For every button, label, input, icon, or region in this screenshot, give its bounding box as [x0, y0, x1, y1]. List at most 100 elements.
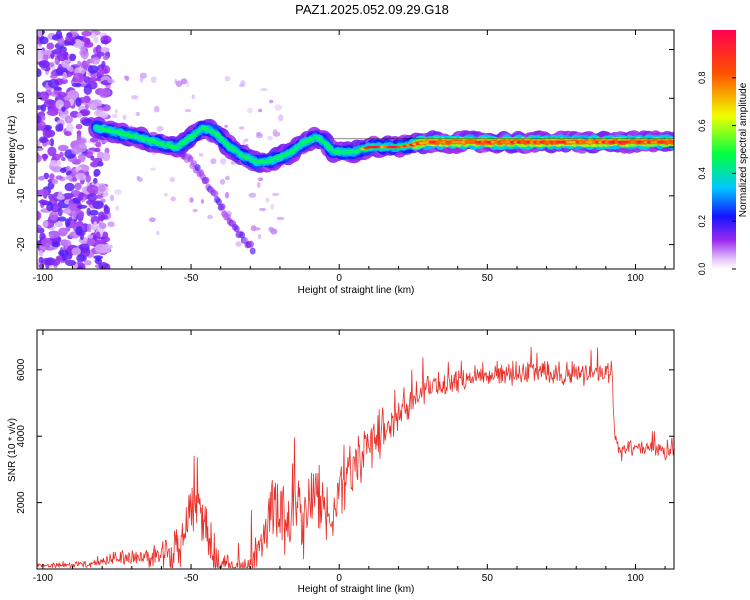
heatmap-cell — [68, 66, 74, 73]
heatmap-cell — [102, 231, 109, 239]
heatmap-cell — [220, 157, 227, 165]
heatmap-cell — [256, 182, 261, 188]
heatmap-cell — [107, 79, 115, 84]
snr-x-ticks: -100 -50 0 50 100 — [33, 330, 666, 584]
heatmap-cell — [235, 241, 242, 247]
heatmap-cell — [37, 30, 43, 38]
heatmap-cell — [219, 178, 226, 185]
heatmap-cell — [92, 159, 99, 165]
heatmap-cell — [58, 63, 63, 72]
heatmap-cell — [125, 75, 130, 81]
heatmap-cell — [93, 177, 98, 184]
heatmap-cell — [256, 131, 262, 136]
heatmap-cell — [65, 175, 73, 180]
heatmap-cell — [55, 30, 63, 40]
heatmap-cell — [260, 88, 268, 91]
heatmap-cell — [75, 226, 83, 236]
heatmap-cell — [163, 192, 168, 197]
heatmap-cell — [244, 138, 249, 142]
heatmap-cell — [198, 153, 204, 157]
heatmap-cell — [149, 217, 156, 222]
heatmap-cell — [265, 197, 270, 203]
heatmap-cell — [46, 203, 54, 212]
heatmap-cell — [37, 115, 42, 124]
heatmap-cell — [87, 192, 98, 202]
heatmap-cell — [93, 172, 99, 177]
heatmap-cell — [37, 210, 42, 221]
heatmap-cell — [215, 198, 222, 206]
heatmap-cell — [191, 94, 195, 100]
heatmap-cell — [54, 221, 64, 227]
heatmap-cell — [48, 193, 54, 200]
heatmap-cell — [93, 36, 99, 43]
heatmap-cell — [75, 97, 82, 107]
heatmap-cell — [92, 100, 103, 107]
heatmap-cell — [57, 123, 64, 132]
spectrogram-x-ticks: -100 -50 0 50 100 — [33, 30, 666, 284]
x-tick-label: 50 — [482, 573, 494, 584]
heatmap-cell — [257, 177, 264, 182]
heatmap-cell — [98, 262, 109, 269]
heatmap-cell — [101, 237, 107, 245]
heatmap-cell — [94, 147, 101, 153]
y-tick-label: 6000 — [16, 358, 27, 381]
heatmap-cell — [41, 237, 53, 248]
heatmap-cell — [90, 215, 100, 225]
heatmap-cell — [238, 84, 245, 87]
heatmap-cell — [246, 107, 253, 114]
heatmap-cell — [94, 194, 104, 199]
heatmap-cell — [57, 53, 67, 62]
x-tick-label: -50 — [184, 273, 199, 284]
heatmap-cell — [278, 114, 284, 122]
heatmap-cell — [65, 259, 77, 267]
heatmap-cell — [109, 194, 115, 202]
x-tick-label: -100 — [33, 573, 53, 584]
heatmap-cell — [95, 141, 102, 148]
heatmap-cell — [149, 167, 156, 171]
heatmap-cell — [46, 109, 59, 116]
heatmap-cell — [79, 243, 90, 252]
heatmap-cell — [98, 222, 107, 230]
spectrogram-y-axis-label: Frequency (Hz) — [7, 116, 18, 185]
heatmap-cell — [189, 197, 194, 203]
heatmap-cell — [67, 89, 79, 100]
heatmap-cell — [92, 200, 104, 210]
heatmap-cell — [78, 192, 84, 201]
heatmap-cell — [38, 60, 50, 68]
heatmap-cell — [40, 50, 53, 55]
heatmap-cell — [270, 203, 275, 210]
spectrogram-heatmap — [37, 30, 674, 269]
heatmap-cell — [38, 91, 50, 101]
heatmap-cell — [224, 175, 230, 181]
heatmap-cell — [37, 68, 42, 77]
heatmap-cell — [37, 189, 49, 197]
heatmap-cell — [57, 37, 65, 46]
heatmap-cell — [77, 265, 84, 269]
heatmap-cell — [107, 221, 115, 227]
heatmap-cell — [207, 214, 213, 220]
heatmap-cell — [41, 257, 53, 266]
heatmap-cell — [51, 259, 61, 266]
heatmap-cell — [57, 91, 68, 98]
heatmap-cell — [46, 42, 55, 50]
heatmap-cell — [115, 205, 120, 212]
heatmap-cell — [72, 177, 78, 182]
heatmap-cell — [97, 111, 109, 119]
heatmap-cell — [136, 175, 141, 181]
heatmap-cell — [37, 142, 41, 147]
heatmap-cell — [44, 246, 55, 251]
heatmap-cell — [57, 207, 63, 217]
colorbar-tick-label: 0.8 — [697, 72, 707, 85]
heatmap-cell — [111, 113, 118, 118]
heatmap-cell — [94, 243, 107, 254]
heatmap-cell — [90, 155, 95, 161]
heatmap-cell — [156, 230, 160, 236]
heatmap-cell — [37, 176, 45, 181]
heatmap-cell — [76, 112, 83, 118]
heatmap-cell — [72, 197, 81, 204]
heatmap-cell — [194, 164, 201, 172]
heatmap-cell — [65, 35, 72, 42]
heatmap-cell — [169, 177, 176, 183]
